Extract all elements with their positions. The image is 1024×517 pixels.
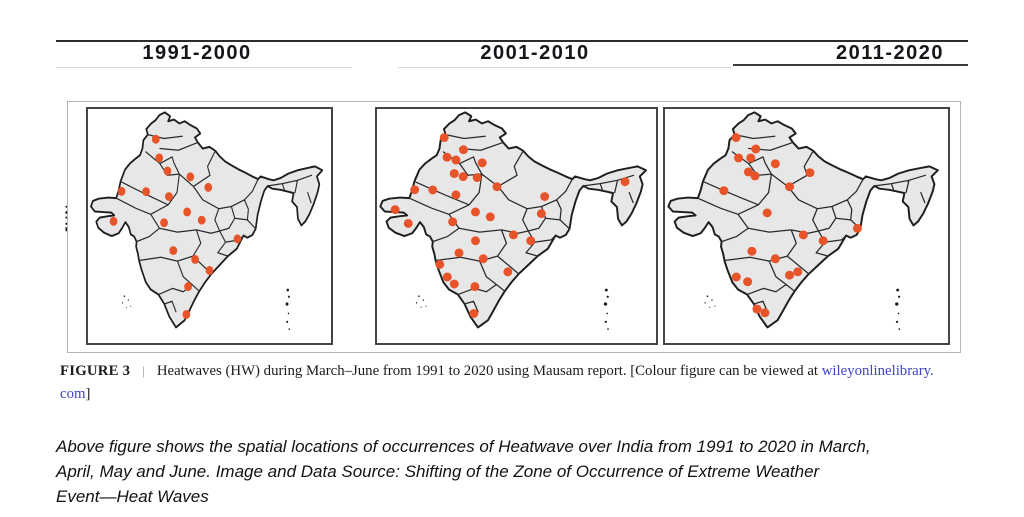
heatwave-dot xyxy=(485,212,495,222)
heatwave-dot xyxy=(793,267,803,277)
heatwave-dot xyxy=(435,259,445,269)
caption-text: Heatwaves (HW) during March–June from 19… xyxy=(156,363,822,379)
heatwave-dot xyxy=(746,153,756,163)
heatwave-dot xyxy=(151,134,160,144)
heatwave-dot xyxy=(805,168,815,178)
heatwave-dot xyxy=(163,166,172,176)
india-map-2001-2010 xyxy=(379,111,647,331)
heatwave-dot xyxy=(731,272,741,282)
heatwave-dot xyxy=(536,209,546,219)
heatwave-dot xyxy=(752,304,762,314)
heatwave-dot xyxy=(784,270,795,280)
india-map-2011-2020 xyxy=(667,111,939,331)
heatwave-dot xyxy=(470,282,480,292)
map-panel-2001-2010 xyxy=(375,107,658,345)
heatwave-dot xyxy=(471,236,480,246)
heatwave-dot xyxy=(160,218,168,228)
header-underline-3 xyxy=(733,64,968,66)
heatwave-dot xyxy=(492,182,502,192)
heatwave-dot xyxy=(469,309,479,318)
heatwave-dot xyxy=(451,190,461,200)
heatwave-dot xyxy=(852,223,862,233)
heatwave-dot xyxy=(117,186,126,196)
heatwave-dot xyxy=(798,230,808,240)
heatwave-dot xyxy=(197,215,206,225)
heatwave-dot xyxy=(142,187,150,197)
heatwave-dot xyxy=(719,186,729,196)
figure-number: FIGURE 3 xyxy=(60,363,131,379)
heatwave-dot xyxy=(204,182,213,192)
heatwave-dot xyxy=(477,158,487,168)
heatwave-dot xyxy=(734,153,744,163)
heatwave-dot xyxy=(472,173,482,183)
heatwave-dot xyxy=(403,218,413,228)
caption-closing-bracket: ] xyxy=(85,386,91,402)
heatwave-dot xyxy=(760,308,770,318)
commentary-note: Above figure shows the spatial locations… xyxy=(56,434,986,509)
heatwave-dot xyxy=(750,171,760,181)
figure-frame xyxy=(67,101,961,353)
heatwave-dot xyxy=(449,279,459,289)
heatwave-dot xyxy=(183,207,192,217)
heatwave-dot xyxy=(770,254,780,264)
heatwave-dot xyxy=(428,185,438,195)
note-line-1: Above figure shows the spatial locations… xyxy=(56,437,871,456)
heatwave-dot xyxy=(448,217,458,227)
heatwave-dot xyxy=(478,254,488,264)
heatwave-dot xyxy=(471,207,480,217)
heatwave-dot xyxy=(155,153,164,163)
heatwave-dot xyxy=(390,205,400,215)
heatwave-dot xyxy=(784,182,795,192)
note-line-3: Event—Heat Waves xyxy=(56,487,209,506)
heatwave-dot xyxy=(451,155,461,165)
heatwave-dot xyxy=(205,266,214,275)
heatwave-dot xyxy=(442,272,452,282)
heatwave-dot xyxy=(731,133,741,143)
heatwave-dot xyxy=(747,246,757,256)
header-rule xyxy=(56,40,968,42)
heatwave-dot xyxy=(770,159,780,169)
heatwave-dot xyxy=(743,167,754,177)
decade-header-2: 2001-2010 xyxy=(480,42,590,64)
heatwave-dot xyxy=(762,208,772,218)
map-panel-2011-2020 xyxy=(663,107,950,345)
decade-header-1: 1991-2000 xyxy=(142,42,252,64)
heatwave-dot xyxy=(818,236,828,246)
header-divider-2 xyxy=(398,67,731,68)
heatwave-dot xyxy=(743,277,753,287)
caption-divider: | xyxy=(142,363,145,378)
heatwave-dot xyxy=(503,267,513,277)
heatwave-dot xyxy=(233,234,242,244)
heatwave-dot xyxy=(458,172,468,182)
heatwave-dot xyxy=(442,152,452,162)
heatwave-dot xyxy=(182,309,191,319)
caption-link-part2[interactable]: com xyxy=(60,386,86,402)
heatwave-dot xyxy=(620,177,630,187)
heatwave-dot xyxy=(184,282,193,292)
heatwave-dot xyxy=(459,145,468,155)
heatwave-dot xyxy=(165,192,173,201)
heatwave-dot xyxy=(508,230,518,240)
heatwave-dot xyxy=(169,246,178,256)
map-panel-1991-2000 xyxy=(86,107,333,345)
heatwave-dot xyxy=(410,185,420,195)
note-line-2: April, May and June. Image and Data Sour… xyxy=(56,462,820,481)
heatwave-dot xyxy=(540,192,550,201)
heatwave-dot xyxy=(751,144,761,154)
heatwave-dot xyxy=(109,216,118,226)
heatwave-dot xyxy=(449,169,459,179)
header-divider-1 xyxy=(56,67,352,68)
figure-caption: FIGURE 3 | Heatwaves (HW) during March–Jun… xyxy=(60,359,972,406)
india-map-1991-2000 xyxy=(89,111,324,331)
heatwave-dot xyxy=(191,254,200,264)
heatwave-dot xyxy=(526,236,536,246)
decade-header-3: 2011-2020 xyxy=(835,42,945,64)
heatwave-dot xyxy=(439,133,449,143)
caption-link-part1[interactable]: wileyonlinelibrary. xyxy=(821,363,934,379)
heatwave-dot xyxy=(454,248,464,258)
heatwave-dot xyxy=(186,172,195,182)
